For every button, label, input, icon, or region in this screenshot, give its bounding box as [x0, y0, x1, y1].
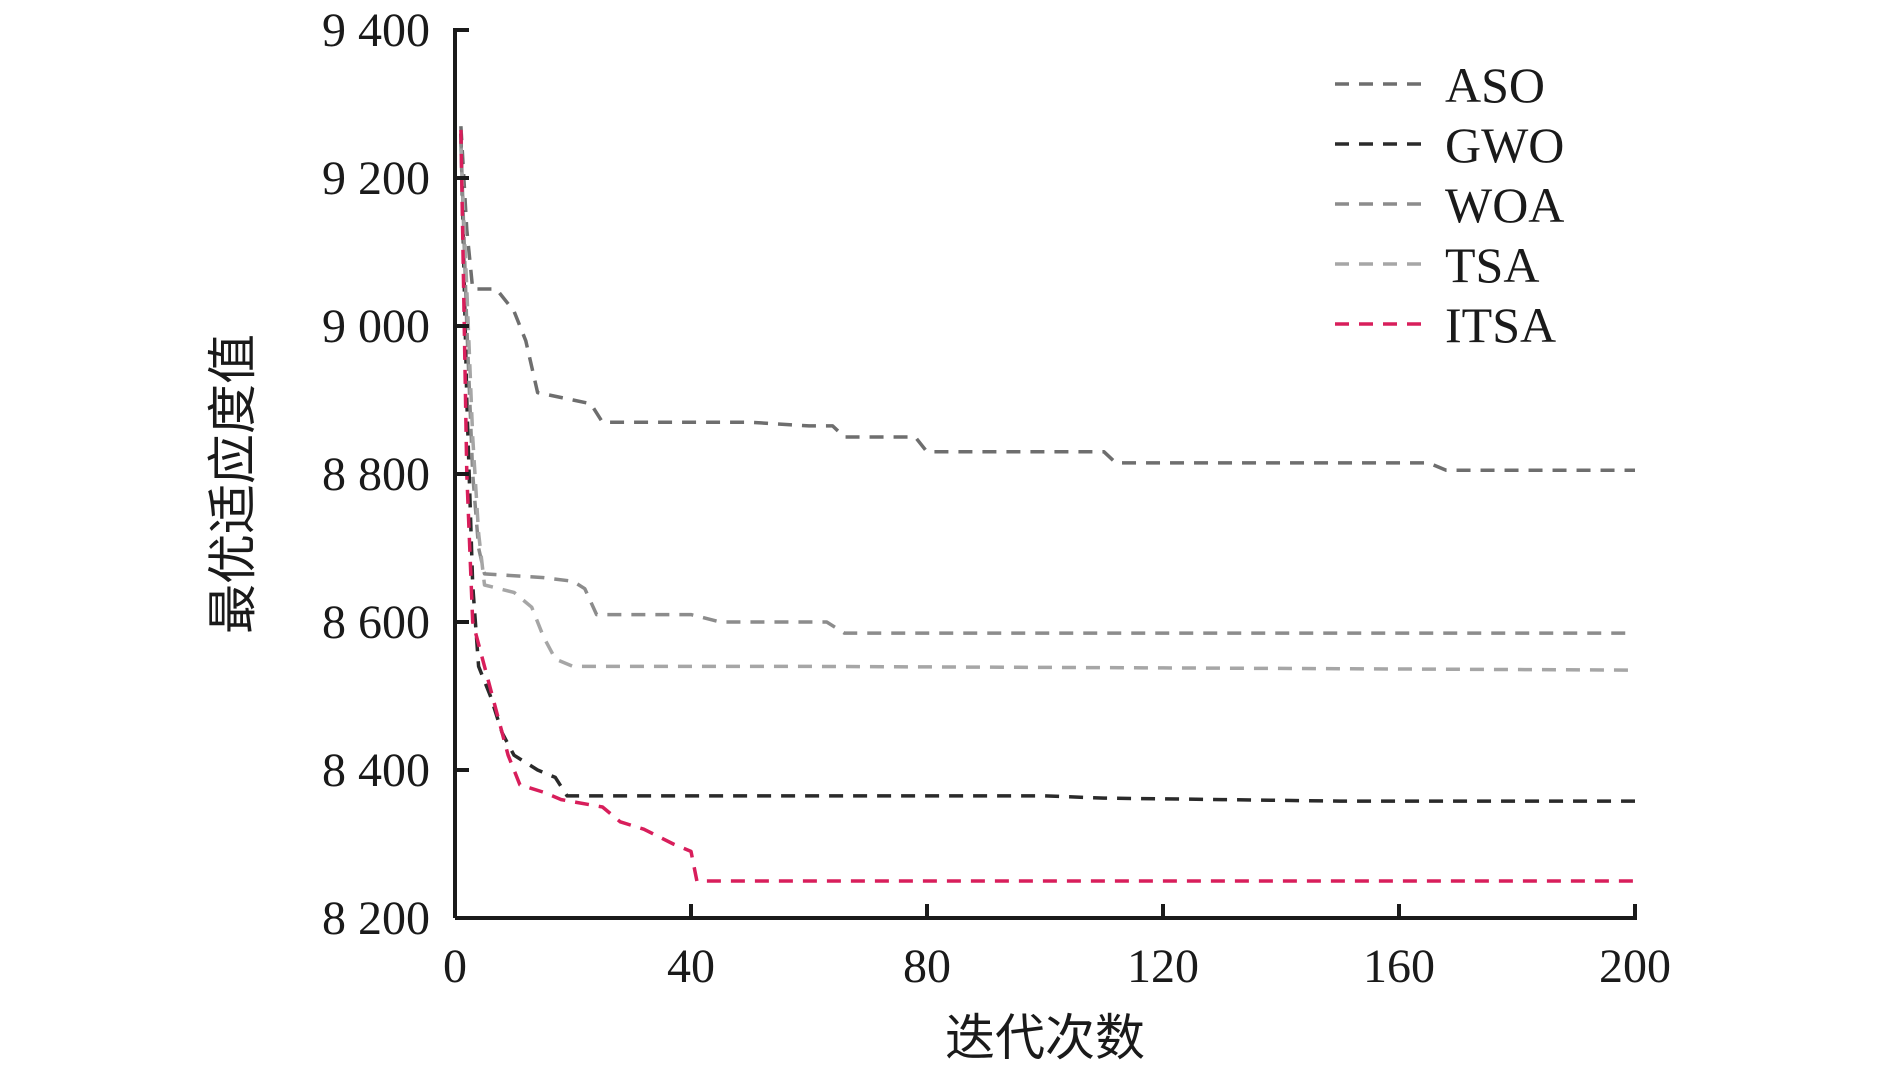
series-line-gwo	[459, 133, 1635, 803]
series-line-aso	[459, 126, 1635, 473]
series-line-tsa	[459, 148, 1636, 672]
y-tick-label: 8 400	[322, 744, 430, 797]
y-tick-label: 8 200	[322, 892, 430, 945]
legend-label-gwo: GWO	[1445, 117, 1564, 173]
series-line-itsa	[459, 129, 1635, 883]
legend-label-itsa: ITSA	[1445, 297, 1556, 353]
x-tick-label: 120	[1127, 940, 1199, 993]
y-tick-label: 9 000	[322, 300, 430, 353]
x-tick-label: 40	[667, 940, 715, 993]
series-line-woa	[459, 140, 1635, 635]
y-tick-label: 8 800	[322, 448, 430, 501]
y-tick-label: 8 600	[322, 596, 430, 649]
y-axis-title: 最优适应度值	[204, 334, 262, 634]
x-axis-title: 迭代次数	[945, 1009, 1145, 1067]
legend-label-woa: WOA	[1445, 177, 1564, 233]
x-tick-label: 160	[1363, 940, 1435, 993]
x-tick-label: 200	[1599, 940, 1671, 993]
legend-label-tsa: TSA	[1445, 237, 1539, 293]
y-tick-label: 9 400	[322, 4, 430, 57]
legend-label-aso: ASO	[1445, 57, 1545, 113]
y-tick-label: 9 200	[322, 152, 430, 205]
x-tick-label: 80	[903, 940, 951, 993]
axes: 8 200 8 400 8 600 8 800 9 000 9 200 9 400 0 40 80…	[322, 4, 1671, 993]
series-group	[459, 126, 1636, 883]
x-tick-label: 0	[443, 940, 467, 993]
